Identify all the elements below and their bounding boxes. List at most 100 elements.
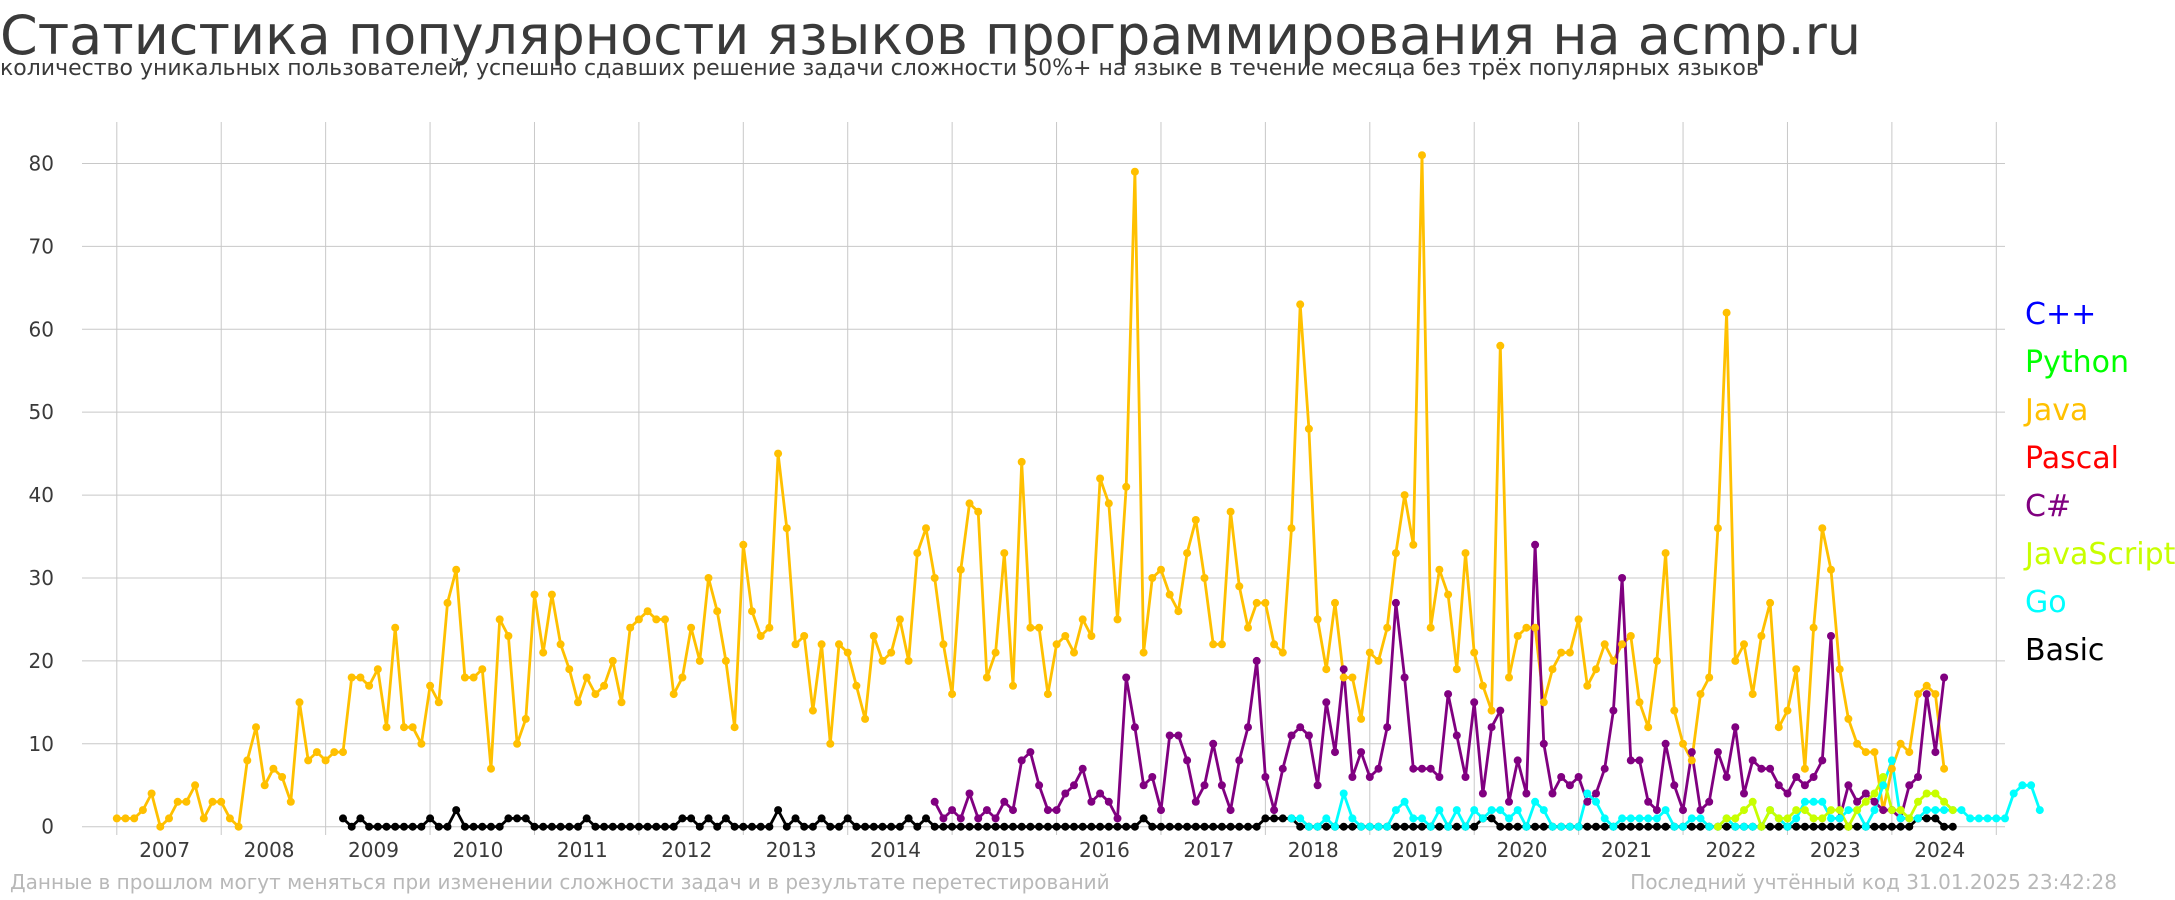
point-java [1539, 698, 1548, 707]
x-tick-label: 2023 [1810, 838, 1861, 862]
point-basic [1618, 822, 1627, 831]
point-java [1766, 598, 1775, 607]
point-javascript [1818, 814, 1827, 823]
point-java [1792, 665, 1801, 674]
point-basic [1687, 822, 1696, 831]
y-tick-label: 40 [29, 483, 54, 507]
point-java [1148, 574, 1157, 582]
point-java [1357, 714, 1366, 723]
point-java [1740, 640, 1748, 649]
point-basic [1652, 822, 1661, 831]
point-basic [774, 806, 783, 815]
point-basic [1209, 822, 1218, 831]
point-basic [1835, 822, 1844, 831]
point-java [1557, 648, 1566, 657]
point-go [1983, 814, 1992, 823]
y-tick-label: 80 [29, 151, 54, 175]
point-csharp [1374, 764, 1383, 773]
point-csharp [1113, 814, 1122, 823]
point-go [1609, 822, 1618, 831]
point-basic [339, 814, 347, 823]
point-basic [687, 814, 696, 823]
point-basic [1017, 822, 1026, 831]
legend-item-basic: Basic [2025, 633, 2105, 668]
point-csharp [1800, 781, 1809, 790]
point-basic [504, 814, 513, 823]
point-java [1931, 690, 1940, 699]
point-basic [1922, 814, 1931, 823]
point-java [913, 549, 922, 558]
point-basic [852, 822, 861, 831]
point-java [1626, 632, 1635, 640]
point-csharp [1035, 781, 1044, 790]
point-basic [800, 822, 809, 831]
point-java [939, 640, 948, 649]
point-csharp [1792, 773, 1801, 781]
point-csharp [1026, 748, 1035, 757]
point-java [678, 673, 687, 682]
point-java [269, 764, 278, 773]
point-csharp [1574, 773, 1583, 781]
point-basic [1009, 822, 1017, 831]
point-basic [521, 814, 530, 823]
point-java [817, 640, 826, 649]
point-go [1461, 822, 1470, 831]
point-java [278, 773, 287, 781]
point-java [1914, 690, 1922, 699]
point-basic [1278, 814, 1287, 823]
point-csharp [930, 797, 939, 806]
point-javascript [1792, 806, 1801, 815]
point-java [130, 814, 139, 823]
point-csharp [1818, 756, 1827, 765]
point-basic [965, 822, 974, 831]
point-csharp [1548, 789, 1557, 798]
point-java [1304, 424, 1313, 433]
point-basic [1539, 822, 1548, 831]
point-csharp [1774, 781, 1783, 790]
y-tick-label: 70 [29, 234, 54, 258]
point-go [1452, 806, 1461, 815]
x-tick-label: 2022 [1705, 838, 1756, 862]
point-csharp [1157, 806, 1165, 815]
point-go [1696, 814, 1705, 823]
point-java [652, 615, 661, 624]
point-java [1157, 565, 1165, 574]
point-java [1191, 516, 1200, 524]
legend-item-cpp: C++ [2025, 297, 2097, 332]
point-basic [495, 822, 504, 831]
point-basic [1809, 822, 1818, 831]
point-csharp [1513, 756, 1522, 765]
point-java [1096, 474, 1105, 483]
point-java [147, 789, 156, 798]
point-csharp [1870, 797, 1879, 806]
point-javascript [1757, 822, 1766, 831]
point-java [1513, 632, 1522, 640]
point-go [1470, 806, 1479, 815]
point-java [704, 574, 713, 582]
point-csharp [1409, 764, 1418, 773]
point-csharp [1183, 756, 1192, 765]
point-java [443, 598, 452, 607]
point-java [1522, 623, 1531, 632]
point-java [1078, 615, 1087, 624]
point-java [774, 449, 783, 458]
point-csharp [1687, 748, 1696, 757]
point-java [1487, 706, 1496, 715]
point-basic [1348, 822, 1357, 831]
point-csharp [1931, 748, 1940, 757]
point-csharp [1478, 789, 1487, 798]
point-csharp [1740, 789, 1748, 798]
point-csharp [1252, 656, 1261, 665]
point-go [1374, 822, 1383, 831]
point-javascript [1887, 806, 1896, 815]
point-go [1331, 822, 1339, 831]
point-go [1513, 806, 1522, 815]
point-csharp [1879, 806, 1888, 815]
point-java [1017, 457, 1026, 466]
point-basic [643, 822, 652, 831]
point-go [1505, 814, 1513, 823]
point-java [1731, 656, 1740, 665]
x-tick-label: 2024 [1914, 838, 1965, 862]
point-csharp [1670, 781, 1679, 790]
point-basic [1148, 822, 1157, 831]
